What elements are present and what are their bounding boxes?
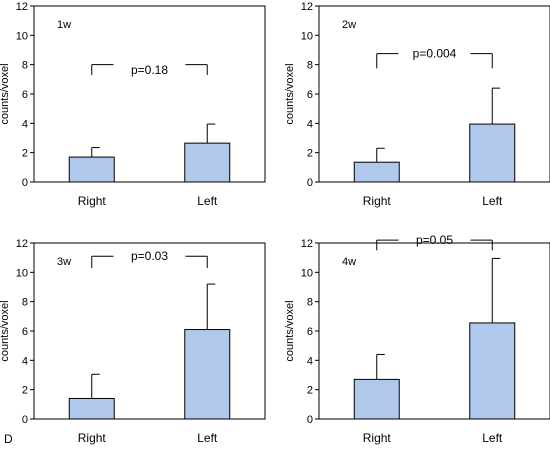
y-tick-label: 0 bbox=[22, 177, 28, 189]
category-label-right: Right bbox=[363, 194, 392, 208]
category-label-right: Right bbox=[363, 431, 392, 445]
category-label-right: Right bbox=[78, 431, 107, 445]
bar-right bbox=[68, 156, 115, 183]
y-tick-label: 10 bbox=[301, 30, 313, 42]
p-value-annotation: p=0.18 bbox=[131, 63, 168, 77]
y-tick-label: 2 bbox=[307, 385, 313, 397]
y-tick-label: 6 bbox=[307, 326, 313, 338]
y-tick-label: 8 bbox=[307, 297, 313, 309]
chart-panel-2w: 0 2 4 6 8 10 12 counts/voxel 2w Right Left p=0.004 bbox=[284, 1, 550, 208]
panel-title: 3w bbox=[57, 256, 71, 268]
y-tick-label: 4 bbox=[22, 118, 28, 130]
y-axis-label: counts/voxel bbox=[0, 63, 11, 124]
bar-left bbox=[469, 123, 516, 183]
bar-left bbox=[469, 322, 516, 420]
y-tick-label: 4 bbox=[307, 355, 313, 367]
plot-frame bbox=[318, 5, 550, 183]
bar-right bbox=[68, 397, 115, 420]
y-tick-label: 12 bbox=[301, 1, 313, 13]
p-value-annotation: p=0.004 bbox=[413, 47, 457, 61]
category-label-left: Left bbox=[482, 431, 503, 445]
plot-frame bbox=[33, 242, 266, 420]
y-tick-label: 0 bbox=[307, 177, 313, 189]
figure-panel-label: D bbox=[4, 432, 13, 446]
y-tick-label: 12 bbox=[301, 238, 313, 250]
y-tick-label: 6 bbox=[22, 89, 28, 101]
p-value-annotation: p=0.05 bbox=[416, 233, 453, 247]
category-label-left: Left bbox=[197, 431, 218, 445]
y-tick-label: 12 bbox=[16, 238, 28, 250]
y-tick-label: 10 bbox=[16, 267, 28, 279]
panel-title: 1w bbox=[57, 19, 71, 31]
y-tick-label: 4 bbox=[307, 118, 313, 130]
panel-title: 2w bbox=[342, 19, 356, 31]
y-tick-label: 6 bbox=[22, 326, 28, 338]
y-axis-label: counts/voxel bbox=[284, 300, 296, 361]
y-axis-label: counts/voxel bbox=[284, 63, 296, 124]
y-tick-label: 0 bbox=[22, 414, 28, 426]
chart-panel-3w: 0 2 4 6 8 10 12 counts/voxel 3w Right Left p=0.03 bbox=[0, 238, 266, 445]
y-tick-label: 4 bbox=[22, 355, 28, 367]
y-tick-label: 10 bbox=[16, 30, 28, 42]
y-tick-label: 6 bbox=[307, 89, 313, 101]
y-tick-label: 2 bbox=[22, 385, 28, 397]
y-tick-label: 0 bbox=[307, 414, 313, 426]
plot-frame bbox=[33, 5, 266, 183]
y-tick-label: 8 bbox=[22, 60, 28, 72]
p-value-annotation: p=0.03 bbox=[131, 249, 168, 263]
y-axis-label: counts/voxel bbox=[0, 300, 11, 361]
y-tick-label: 2 bbox=[307, 148, 313, 160]
bar-right bbox=[353, 161, 400, 183]
y-tick-label: 10 bbox=[301, 267, 313, 279]
bar-left bbox=[184, 329, 231, 420]
y-tick-label: 8 bbox=[22, 297, 28, 309]
category-label-left: Left bbox=[482, 194, 503, 208]
panel-title: 4w bbox=[342, 256, 356, 268]
plot-frame bbox=[318, 242, 550, 420]
y-tick-label: 12 bbox=[16, 1, 28, 13]
chart-panel-4w: 0 2 4 6 8 10 12 counts/voxel 4w Right Left p=0.05 bbox=[284, 233, 550, 445]
y-tick-label: 2 bbox=[22, 148, 28, 160]
category-label-right: Right bbox=[78, 194, 107, 208]
category-label-left: Left bbox=[197, 194, 218, 208]
chart-panel-1w: 0 2 4 6 8 10 12 counts/voxel 1w Right Left p=0.18 bbox=[0, 1, 266, 208]
bar-right bbox=[353, 378, 400, 420]
bar-left bbox=[184, 142, 231, 183]
y-tick-label: 8 bbox=[307, 60, 313, 72]
